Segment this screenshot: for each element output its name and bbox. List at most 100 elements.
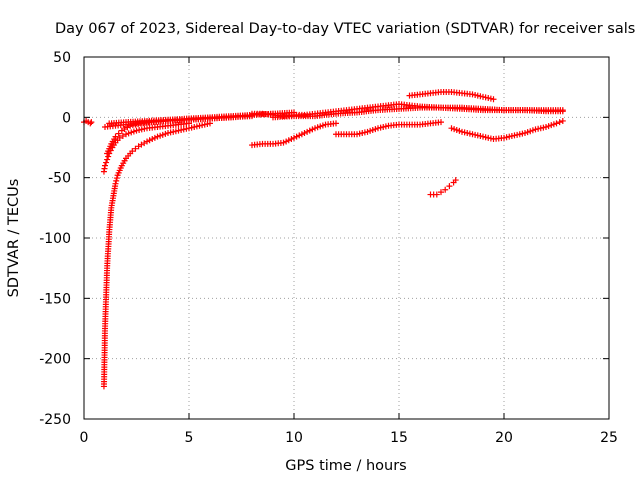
data-point (119, 133, 126, 140)
data-point (170, 128, 177, 135)
data-point (464, 130, 471, 137)
y-tick-label: -200 (39, 352, 71, 368)
data-point (306, 127, 313, 134)
chart-title: Day 067 of 2023, Sidereal Day-to-day VTE… (55, 21, 635, 37)
x-tick-label: 5 (185, 430, 194, 446)
data-point (480, 93, 486, 100)
series-arc-early-5 (106, 110, 276, 127)
series-arc-mid-3 (333, 119, 444, 138)
data-point (433, 191, 440, 198)
data-point (461, 129, 468, 136)
data-point (298, 131, 305, 138)
data-point (466, 130, 473, 137)
data-point (556, 119, 563, 126)
data-point (356, 130, 363, 137)
data-point (178, 127, 185, 134)
data-point (543, 123, 549, 130)
data-point (159, 131, 166, 138)
data-point (372, 126, 379, 133)
series-arc-low (427, 177, 459, 198)
data-point (516, 131, 523, 138)
data-point (354, 131, 360, 138)
y-tick-label: 0 (62, 110, 71, 126)
data-point (309, 126, 316, 133)
data-point (151, 134, 158, 141)
data-point (115, 130, 122, 137)
data-point (103, 159, 110, 166)
data-point (125, 130, 132, 137)
data-points (81, 88, 566, 390)
data-point (188, 124, 195, 131)
y-tick-label: -150 (39, 291, 71, 307)
data-point (485, 134, 492, 141)
data-point (283, 138, 290, 145)
y-tick-label: -100 (39, 231, 71, 247)
series-arc-mid-4 (270, 104, 566, 121)
data-point (474, 132, 481, 139)
data-point (503, 134, 510, 141)
data-point (149, 136, 156, 143)
data-point (485, 95, 492, 102)
data-point (487, 135, 494, 142)
x-tick-label: 15 (390, 430, 408, 446)
data-point (304, 128, 311, 135)
data-point (453, 127, 460, 134)
data-point (301, 130, 308, 137)
data-point (201, 121, 208, 128)
data-point (113, 177, 120, 184)
data-point (501, 134, 507, 141)
data-point (553, 120, 560, 127)
data-point (367, 127, 374, 134)
data-point (369, 127, 376, 134)
data-point (293, 133, 300, 140)
data-point (102, 162, 108, 169)
data-point (112, 180, 119, 187)
data-point (130, 128, 137, 135)
data-point (146, 137, 153, 144)
data-point (472, 92, 479, 99)
data-point (175, 127, 182, 134)
data-point (375, 125, 381, 132)
series-arc-mid-1 (249, 120, 339, 149)
x-tick-label: 10 (285, 430, 303, 446)
data-point (157, 132, 164, 139)
data-point (559, 107, 566, 114)
data-point (314, 124, 321, 131)
data-point (113, 175, 120, 182)
data-point (527, 128, 534, 135)
data-point (199, 122, 206, 129)
data-point (359, 130, 366, 137)
data-point (550, 121, 557, 128)
data-point (477, 133, 484, 140)
axis-ticks (83, 56, 610, 420)
data-point (480, 133, 486, 140)
data-point (191, 123, 198, 130)
data-point (141, 125, 148, 132)
data-point (361, 129, 368, 136)
data-point (180, 126, 187, 133)
data-point (138, 126, 145, 133)
data-point (133, 127, 140, 134)
y-tick-label: 50 (53, 50, 71, 66)
data-point (132, 145, 139, 152)
y-tick-label: -250 (39, 412, 71, 428)
y-axis-tick-labels: -250 -200 -150 -100 -50 0 50 (39, 50, 71, 428)
data-point (136, 127, 143, 134)
data-point (116, 134, 123, 141)
data-point (87, 120, 94, 127)
data-point (167, 129, 174, 136)
data-point (382, 123, 389, 130)
data-point (288, 136, 295, 143)
data-point (487, 95, 494, 102)
data-point (506, 133, 513, 140)
data-point (524, 129, 531, 136)
data-point (529, 127, 536, 134)
data-point (451, 126, 458, 133)
y-tick-label: -50 (48, 171, 71, 187)
data-point (532, 126, 539, 133)
data-point (112, 133, 119, 140)
y-axis-title: SDTVAR / TECUs (6, 179, 22, 298)
data-point (280, 139, 287, 146)
data-point (456, 127, 463, 134)
